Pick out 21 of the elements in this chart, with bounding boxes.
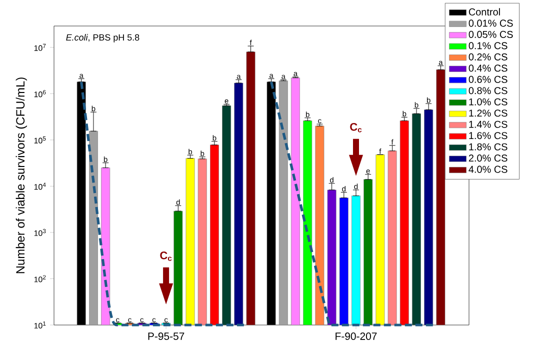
annotation: E.coli, PBS pH 5.8 [66,34,140,42]
legend-label: 2.0% CS [468,154,508,162]
y-axis-title: Number of viable survivors (CFU/mL) [16,78,27,274]
legend-label: 0.01% CS [468,20,513,27]
legend-label: 1.0% CS [469,98,508,106]
legend-label: 0.1% CS [468,42,508,50]
legend-label: 1.2% CS [469,110,508,117]
legend-label: 0.4% CS [468,64,508,72]
legend-label: 1.6% CS [469,132,508,140]
legend-label: 0.6% CS [468,76,508,83]
annotation: C$_{c}$ [160,252,172,261]
annotation: C$_{c}$ [350,122,362,132]
legend-label: 1.8% CS [469,143,508,150]
x-tick-label: F-90-207 [336,332,377,340]
legend-label: 0.2% CS [468,53,508,60]
legend-label: 4.0% CS [468,166,508,173]
legend-label: 0.05% CS [468,30,513,38]
legend-label: 0.8% CS [468,87,508,94]
legend-label: Control [468,8,500,16]
x-tick-label: P-95-57 [148,332,184,340]
legend-label: 1.4% CS [469,120,508,128]
